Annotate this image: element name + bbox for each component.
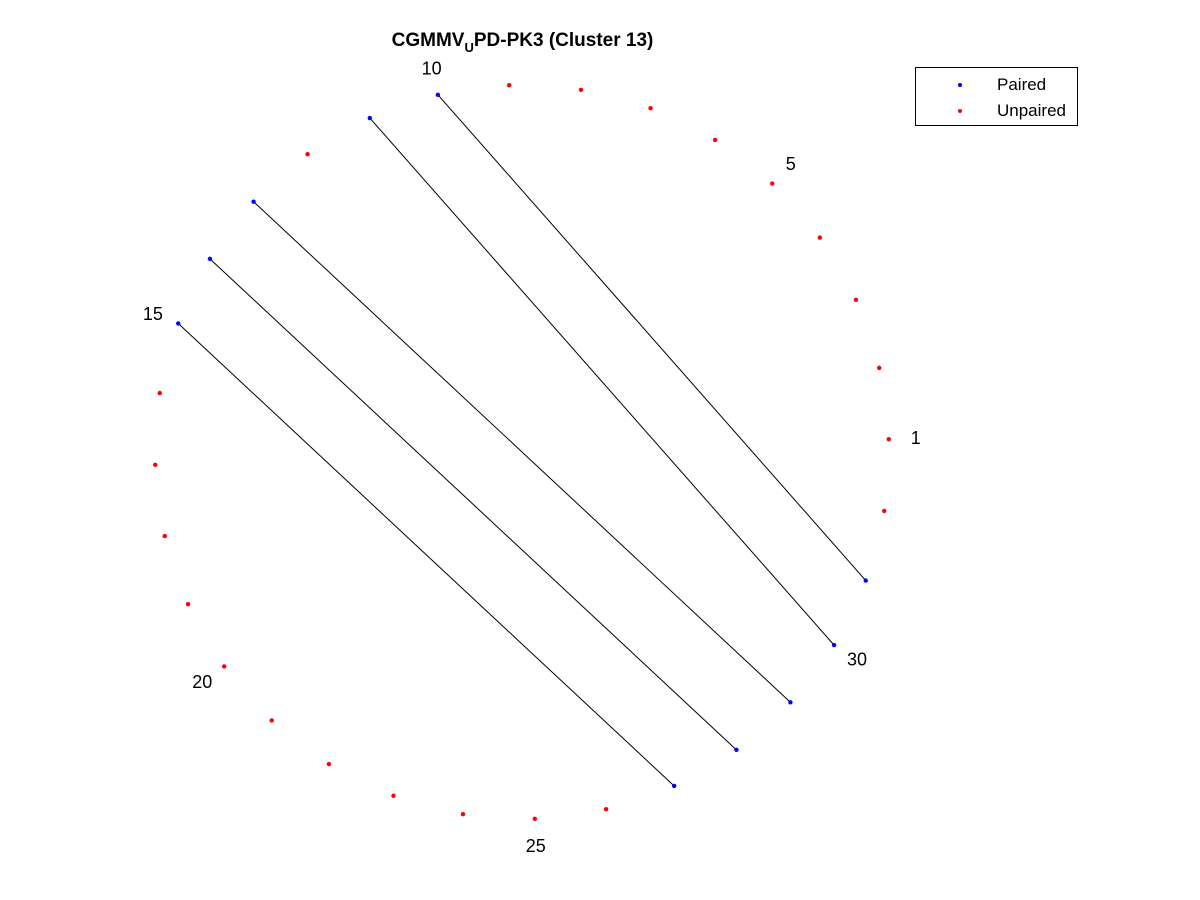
tick-label-20: 20 [192, 672, 212, 692]
nucleotide-dot-4 [817, 235, 823, 240]
nucleotide-dot-32 [882, 508, 887, 514]
nucleotide-dot-5 [770, 181, 775, 186]
nucleotide-dot-20 [221, 664, 227, 669]
nucleotide-dot-7 [648, 106, 653, 111]
nucleotide-dot-29 [788, 700, 793, 705]
nucleotide-dot-13 [251, 199, 256, 204]
legend: Paired Unpaired [915, 67, 1078, 126]
nucleotide-dots [153, 83, 891, 821]
pair-line-15-27 [177, 323, 675, 787]
tick-label-15: 15 [143, 304, 163, 324]
tick-label-1: 1 [911, 428, 921, 448]
chart-title: CGMMVUPD-PK3 (Cluster 13) [391, 30, 654, 55]
nucleotide-dot-19 [185, 601, 191, 607]
nucleotide-dot-8 [578, 87, 584, 92]
nucleotide-dot-9 [506, 83, 512, 88]
nucleotide-dot-25 [532, 816, 538, 821]
tick-label-10: 10 [422, 58, 442, 78]
nucleotide-dot-31 [863, 578, 868, 583]
nucleotide-dot-24 [460, 812, 466, 817]
nucleotide-dot-28 [734, 747, 739, 753]
nucleotide-dot-1 [886, 436, 891, 442]
nucleotide-dot-6 [712, 137, 718, 143]
pair-line-11-30 [369, 117, 835, 646]
legend-label-unpaired: Unpaired [997, 101, 1066, 120]
legend-marker-unpaired [958, 109, 962, 113]
nucleotide-dot-23 [391, 793, 396, 798]
nucleotide-dot-3 [853, 297, 859, 303]
legend-label-paired: Paired [997, 75, 1047, 94]
legend-marker-paired [958, 83, 962, 87]
tick-label-5: 5 [786, 154, 796, 174]
nucleotide-dot-14 [207, 256, 213, 262]
nucleotide-dot-11 [367, 115, 373, 121]
tick-label-25: 25 [526, 836, 546, 856]
pair-line-10-31 [437, 94, 867, 581]
legend-item-paired: Paired [916, 75, 1077, 95]
nucleotide-dot-21 [269, 718, 274, 723]
nucleotide-dot-12 [305, 151, 310, 157]
pair-line-14-28 [209, 258, 737, 751]
nucleotide-dot-16 [157, 390, 162, 396]
nucleotide-dot-26 [603, 807, 609, 812]
nucleotide-dot-17 [153, 462, 158, 468]
pair-line-13-29 [253, 201, 791, 703]
tick-label-30: 30 [847, 649, 867, 669]
nucleotide-dot-10 [435, 92, 441, 97]
nucleotide-dot-18 [162, 533, 167, 539]
nucleotide-dot-27 [671, 783, 677, 789]
nucleotide-dot-22 [326, 761, 332, 767]
nucleotide-dot-2 [877, 365, 882, 371]
nucleotide-dot-30 [831, 642, 837, 648]
arc-group [177, 94, 867, 787]
legend-item-unpaired: Unpaired [916, 101, 1077, 121]
nucleotide-dot-15 [176, 321, 181, 326]
